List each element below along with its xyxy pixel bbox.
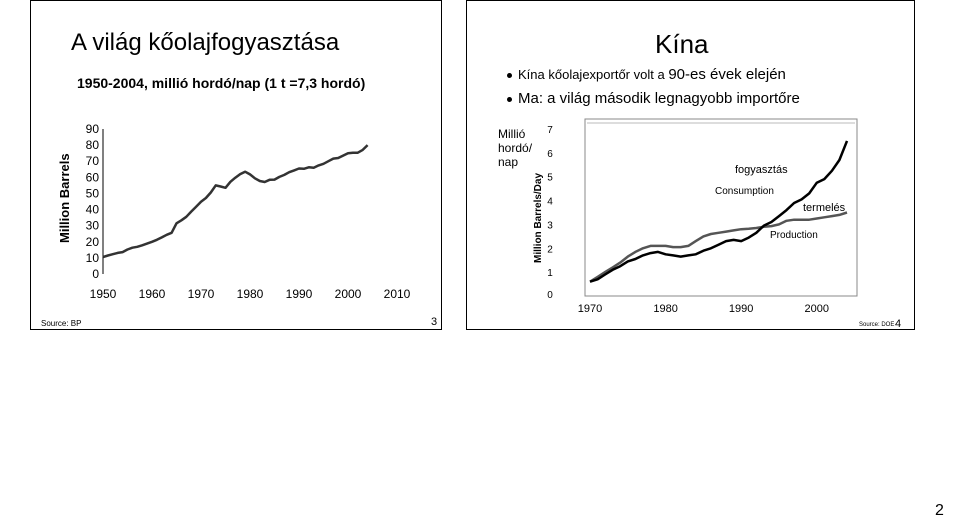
slide-subtitle: 1950-2004, millió hordó/nap (1 t =7,3 ho… <box>77 75 366 91</box>
bullet-item: Ma: a világ második legnagyobb importőre <box>507 90 800 107</box>
x-tick-label: 2000 <box>335 287 362 301</box>
document-page-number: 2 <box>935 502 944 519</box>
x-tick-label: 1980 <box>653 303 677 315</box>
source-note: Source: BP <box>41 319 82 328</box>
slide-world-oil-consumption: A világ kőolajfogyasztása 1950-2004, mil… <box>30 0 442 330</box>
y-tick-label: 0 <box>92 267 99 281</box>
y-tick-label: 5 <box>547 173 553 184</box>
y-tick-label: 6 <box>547 149 553 160</box>
x-tick-label: 1970 <box>188 287 215 301</box>
y-tick-label: 70 <box>86 154 100 168</box>
slide-page-number: 4 <box>895 318 902 330</box>
slide-page-number: 3 <box>431 316 438 328</box>
bullet-dot-icon <box>507 96 512 102</box>
y-tick-label: 40 <box>86 203 100 217</box>
x-tick-label: 2000 <box>805 303 829 315</box>
x-tick-label: 1970 <box>578 303 602 315</box>
y-tick-label: 60 <box>86 170 100 184</box>
slide-china: Kína Kína kőolajexportőr volt a 90-es év… <box>466 0 915 330</box>
bullet-dot-icon <box>507 72 512 78</box>
y-tick-label: 30 <box>86 219 100 233</box>
annotation-production: Production <box>770 230 818 241</box>
y-tick-label: 0 <box>547 290 553 301</box>
y-tick-label: 50 <box>86 186 100 200</box>
unit-label: Millió hordó/ nap <box>498 127 533 169</box>
y-tick-label: 20 <box>86 235 100 249</box>
y-tick-label: 90 <box>86 122 100 136</box>
y-tick-label: 7 <box>547 125 553 136</box>
slide-title: A világ kőolajfogyasztása <box>71 29 340 56</box>
annotation-termeles: termelés <box>803 202 846 214</box>
x-tick-label: 2010 <box>384 287 411 301</box>
consumption-series-line <box>589 140 849 283</box>
china-oil-chart: 7 6 5 4 3 2 1 0 1970 1980 1990 2000 fogyasztás Consum… <box>547 118 858 315</box>
y-tick-label: 1 <box>547 268 553 279</box>
x-tick-label: 1980 <box>237 287 264 301</box>
x-tick-label: 1950 <box>90 287 117 301</box>
annotation-consumption: Consumption <box>715 186 774 197</box>
x-tick-label: 1960 <box>139 287 166 301</box>
x-tick-label: 1990 <box>729 303 753 315</box>
slide-title: Kína <box>655 29 709 59</box>
source-note: Source: DOE <box>859 322 895 328</box>
consumption-series-line <box>102 144 369 259</box>
plot-area <box>584 118 858 297</box>
production-series-line <box>589 211 848 283</box>
x-tick-label: 1990 <box>286 287 313 301</box>
annotation-fogyasztas: fogyasztás <box>735 164 788 176</box>
y-tick-label: 80 <box>86 138 100 152</box>
bullet-item: Kína kőolajexportőr volt a 90-es évek el… <box>507 66 786 83</box>
y-tick-label: 10 <box>86 251 100 265</box>
y-tick-label: 4 <box>547 197 553 208</box>
y-tick-label: 3 <box>547 220 553 231</box>
y-tick-label: 2 <box>547 244 553 255</box>
